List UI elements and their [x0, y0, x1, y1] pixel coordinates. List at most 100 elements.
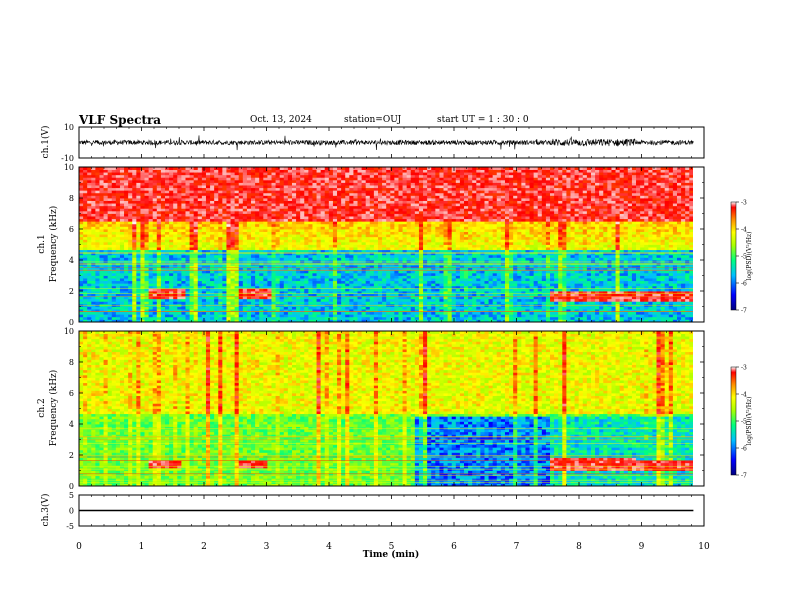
spectrogram-cell: [337, 179, 342, 183]
spectrogram-cell: [378, 236, 383, 240]
spectrogram-cell: [246, 278, 252, 282]
spectrogram-cell: [287, 319, 293, 322]
spectrogram-cell: [283, 208, 289, 212]
spectrogram-cell: [230, 301, 236, 305]
spectrogram-cell: [345, 306, 350, 310]
spectrogram-cell: [328, 195, 334, 199]
spectrogram-cell: [414, 247, 420, 251]
spectrogram-cell: [95, 195, 100, 199]
spectrogram-cell: [79, 241, 84, 245]
spectrogram-cell: [406, 218, 412, 222]
spectrogram-cell: [312, 257, 317, 261]
ch1-waveform-trace: [78, 135, 694, 151]
spectrogram-cell: [111, 306, 117, 310]
spectrogram-cell: [238, 177, 244, 181]
spectrogram-cell: [173, 254, 178, 258]
spectrogram-cell: [132, 174, 137, 178]
spectrogram-cell: [345, 283, 350, 287]
spectrogram-cell: [238, 288, 244, 292]
spectrogram-cell: [291, 179, 297, 183]
spectrogram-cell: [132, 218, 137, 222]
spectrogram-cell: [267, 169, 272, 173]
spectrogram-cell: [214, 221, 219, 225]
spectrogram-cell: [283, 306, 289, 310]
spectrogram-cell: [287, 226, 293, 230]
spectrogram-cell: [226, 203, 231, 207]
spectrogram-cell: [332, 252, 338, 256]
spectrogram-cell: [271, 270, 276, 274]
spectrogram-cell: [320, 283, 326, 287]
spectrogram-cell: [193, 293, 199, 297]
spectrogram-cell: [189, 236, 195, 240]
spectrogram-cell: [87, 190, 92, 194]
spectrogram-cell: [189, 198, 195, 201]
spectrogram-cell: [79, 316, 84, 320]
spectrogram-cell: [361, 218, 367, 222]
spectrogram-cell: [246, 203, 252, 207]
spectrogram-cell: [246, 280, 252, 284]
spectrogram-cell: [365, 195, 371, 199]
spectrogram-cell: [210, 236, 215, 240]
spectrogram-cell: [341, 218, 346, 222]
spectrogram-cell: [169, 249, 174, 253]
spectrogram-cell: [316, 236, 322, 240]
spectrogram-cell: [189, 177, 195, 181]
spectrogram-cell: [275, 192, 281, 196]
spectrogram-cell: [378, 182, 383, 186]
spectrogram-cell: [103, 213, 109, 217]
spectrogram-cell: [316, 195, 322, 199]
spectrogram-cell: [312, 210, 317, 214]
spectrogram-cell: [324, 190, 330, 194]
spectrogram-cell: [230, 239, 236, 243]
spectrogram-cell: [169, 216, 174, 220]
spectrogram-cell: [308, 270, 313, 274]
spectrogram-cell: [320, 226, 326, 230]
spectrogram-cell: [189, 265, 195, 269]
spectrogram-cell: [234, 205, 240, 209]
spectrogram-cell: [308, 216, 313, 220]
spectrogram-cell: [267, 185, 272, 189]
spectrogram-cell: [140, 306, 145, 310]
spectrogram-cell: [291, 216, 297, 220]
spectrogram-cell: [91, 314, 96, 318]
spectrogram-cell: [218, 192, 223, 196]
spectrogram-cell: [160, 167, 166, 170]
spectrogram-cell: [210, 234, 215, 238]
spectrogram-cell: [99, 309, 104, 313]
spectrogram-cell: [304, 249, 309, 253]
spectrogram-cell: [300, 309, 305, 313]
spectrogram-cell: [148, 316, 154, 320]
spectrogram-cell: [300, 223, 305, 227]
spectrogram-cell: [103, 234, 109, 238]
spectrogram-cell: [251, 265, 256, 269]
spectrogram-cell: [87, 244, 92, 248]
spectrogram-cell: [414, 205, 420, 209]
spectrogram-cell: [369, 280, 375, 284]
spectrogram-cell: [185, 296, 190, 300]
spectrogram-cell: [406, 231, 412, 235]
spectrogram-cell: [115, 272, 121, 276]
spectrogram-cell: [398, 239, 403, 243]
spectrogram-cell: [353, 296, 358, 300]
spectrogram-cell: [242, 216, 248, 220]
spectrogram-cell: [275, 234, 281, 238]
spectrogram-cell: [189, 316, 195, 320]
spectrogram-cell: [91, 244, 96, 248]
spectrogram-cell: [210, 226, 215, 230]
spectrogram-cell: [169, 275, 174, 279]
spectrogram-cell: [296, 231, 301, 235]
spectrogram-cell: [177, 169, 182, 173]
spectrogram-cell: [107, 244, 113, 248]
spectrogram-cell: [197, 311, 203, 315]
spectrogram-cell: [128, 179, 133, 183]
spectrogram-cell: [230, 275, 236, 279]
spectrogram-cell: [226, 185, 231, 189]
spectrogram-cell: [337, 316, 342, 320]
spectrogram-cell: [312, 192, 317, 196]
spectrogram-cell: [119, 311, 125, 315]
spectrogram-cell: [349, 190, 354, 194]
spectrogram-cell: [316, 257, 322, 261]
spectrogram-cell: [271, 221, 276, 225]
spectrogram-cell: [95, 169, 100, 173]
spectrogram-cell: [115, 216, 121, 220]
